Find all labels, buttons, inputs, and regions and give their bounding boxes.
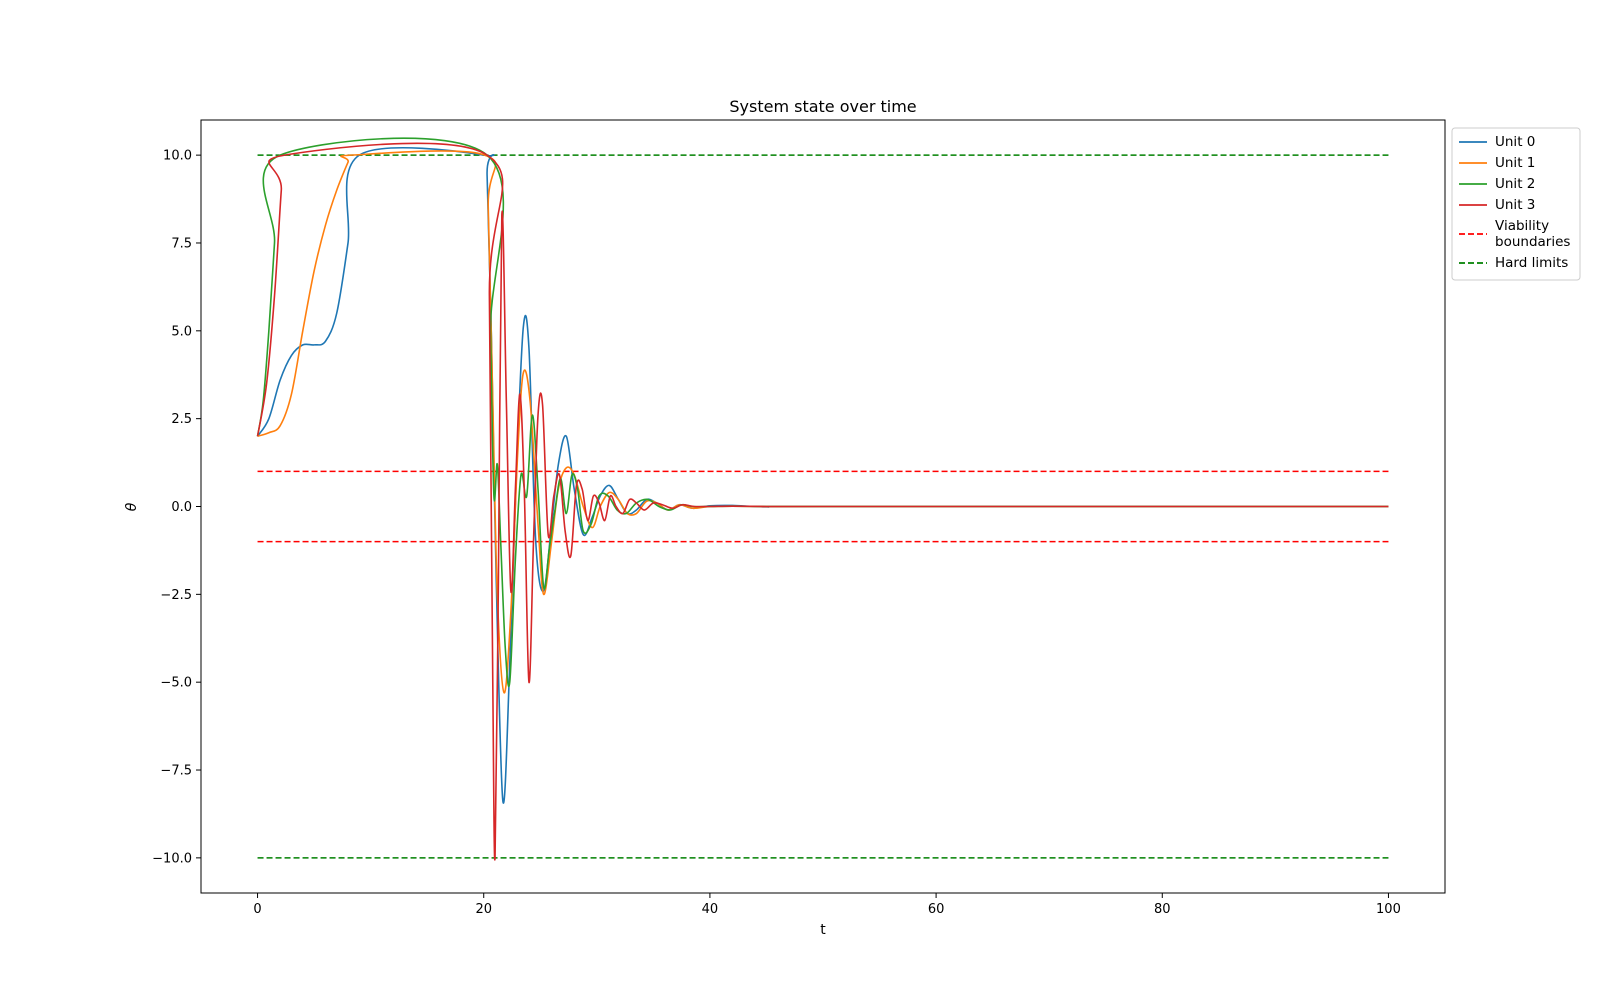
y-tick-label: −10.0 — [152, 851, 192, 866]
y-axis: 10.0 7.5 5.0 2.5 0.0 −2.5 −5.0 −7.5 −10.0 — [152, 149, 201, 866]
x-tick-label: 60 — [928, 902, 945, 917]
legend: Unit 0 Unit 1 Unit 2 Unit 3 Viability boundar… — [1451, 127, 1581, 281]
legend-label: Hard limits — [1495, 255, 1568, 271]
legend-label: Viability boundaries — [1495, 218, 1570, 250]
series-unit-2 — [256, 137, 1389, 688]
x-tick-label: 80 — [1154, 902, 1171, 917]
x-tick-label: 20 — [475, 902, 492, 917]
y-axis-label: θ — [124, 502, 140, 511]
x-tick-label: 40 — [702, 902, 719, 917]
x-axis: 0 20 40 60 80 100 — [253, 893, 1401, 917]
series-layer — [256, 137, 1389, 861]
series-unit-1 — [257, 150, 1389, 694]
x-tick-label: 0 — [253, 902, 261, 917]
y-tick-label: −5.0 — [160, 676, 192, 691]
legend-label: Unit 1 — [1495, 155, 1535, 171]
y-tick-label: −7.5 — [160, 764, 192, 779]
plot-area — [256, 137, 1389, 861]
y-tick-label: 5.0 — [171, 324, 192, 339]
y-tick-label: 7.5 — [171, 236, 192, 251]
y-tick-label: 10.0 — [163, 149, 192, 164]
legend-label: Unit 3 — [1495, 197, 1535, 213]
chart-title: System state over time — [729, 97, 916, 116]
series-unit-0 — [256, 147, 1389, 804]
legend-label: Unit 2 — [1495, 176, 1535, 192]
legend-label: Unit 0 — [1495, 134, 1535, 150]
series-unit-3 — [256, 142, 1389, 861]
x-axis-label: t — [820, 922, 826, 938]
y-tick-label: −2.5 — [160, 588, 192, 603]
x-tick-label: 100 — [1376, 902, 1401, 917]
y-tick-label: 0.0 — [171, 500, 192, 515]
y-tick-label: 2.5 — [171, 412, 192, 427]
legend-box — [1451, 127, 1581, 281]
